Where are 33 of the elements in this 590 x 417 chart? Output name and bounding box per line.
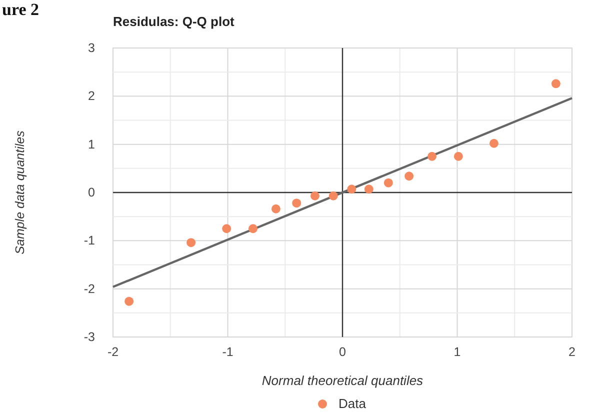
point: [328, 191, 338, 200]
point: [404, 172, 414, 181]
point: [271, 204, 280, 214]
legend-label: Data: [338, 396, 367, 411]
point: [310, 191, 320, 200]
point: [454, 152, 463, 161]
point: [364, 184, 374, 194]
x-tick-label: 1: [454, 345, 461, 359]
y-tick-label: 1: [88, 137, 96, 152]
point: [186, 238, 196, 248]
x-tick-label: -1: [222, 345, 234, 359]
x-tick-label: 2: [568, 345, 576, 359]
x-tick-label: 0: [339, 345, 346, 359]
x-tick-label: -2: [107, 345, 119, 359]
point: [384, 178, 393, 188]
x-axis-title: Normal theoretical quantiles: [262, 373, 424, 388]
chart-title: Residulas: Q-Q plot: [113, 14, 236, 29]
y-tick-label: -3: [84, 330, 96, 344]
point: [124, 296, 134, 306]
point: [428, 152, 437, 161]
y-tick-label: -1: [84, 234, 96, 248]
point: [489, 138, 498, 148]
y-tick-label: -2: [84, 282, 96, 296]
point: [222, 224, 232, 234]
y-tick-label: 3: [88, 41, 96, 55]
text: ure 2: [2, 0, 39, 19]
point: [551, 79, 560, 88]
point: [248, 224, 258, 234]
point: [292, 198, 302, 208]
point: [347, 184, 356, 194]
y-tick-label: 0: [88, 186, 96, 200]
y-axis-title: Sample data quantiles: [13, 130, 27, 254]
y-tick-label: 2: [88, 89, 96, 104]
